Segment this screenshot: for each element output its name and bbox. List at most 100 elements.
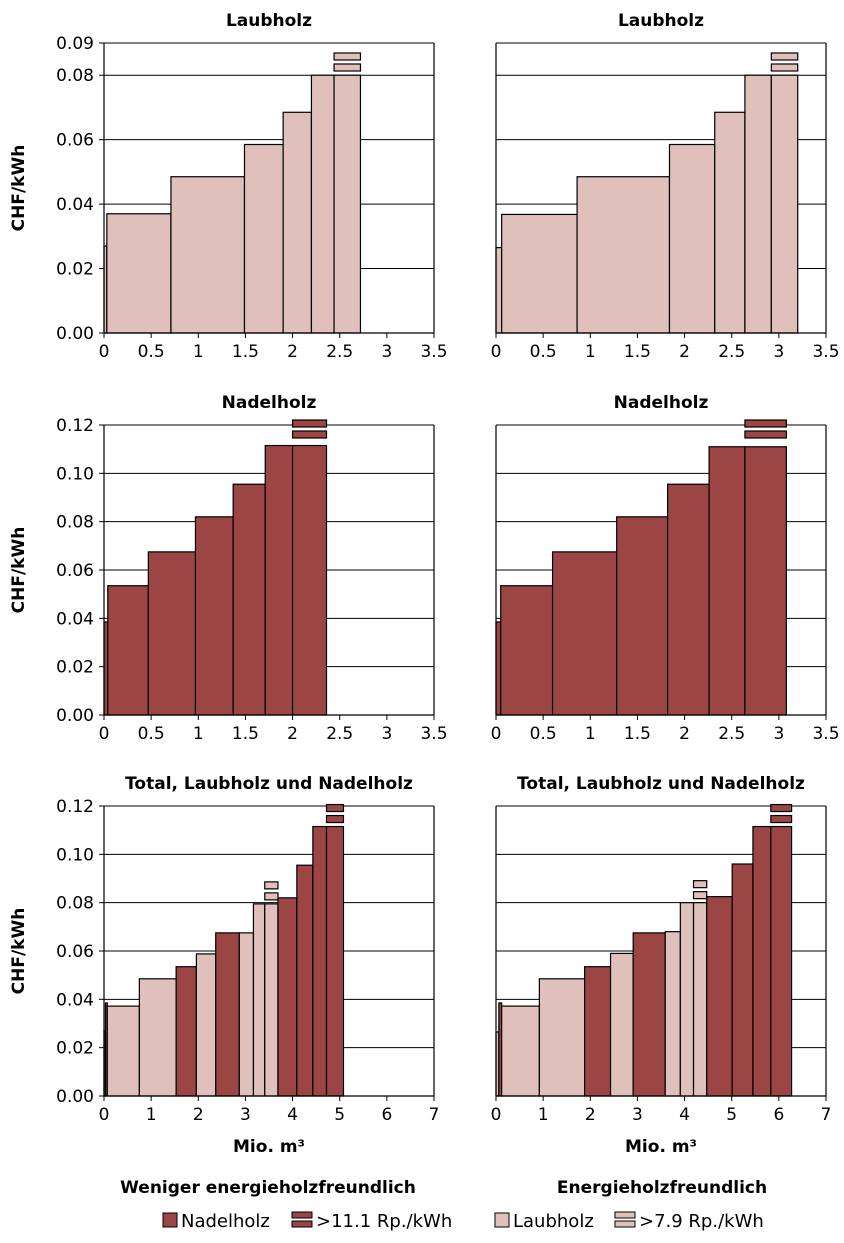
- chart-panel-3: 0 0.5 1 1.5 2 2.5 3 3.5 0.00 0.02 0.04 0.06 0.08 0.10…: [9, 393, 448, 744]
- legend-label: >7.9 Rp./kWh: [639, 1211, 764, 1232]
- chart-title: Total, Laubholz und Nadelholz: [517, 774, 805, 794]
- y-tick-label: 0.09: [56, 34, 94, 54]
- y-tick-label: 0.08: [56, 894, 94, 914]
- bar-laubholz: [252, 903, 266, 1097]
- x-tick-label: 1.5: [624, 342, 651, 362]
- extension-stripe: [744, 430, 788, 439]
- x-tick-label: 2.5: [718, 724, 745, 744]
- bar-laubholz: [679, 902, 695, 1097]
- x-tick-label: 5: [726, 1105, 737, 1125]
- legend-label: Laubholz: [513, 1211, 594, 1232]
- extension-stripe: [264, 881, 279, 890]
- bar-laubholz: [310, 74, 335, 334]
- extension-stripe: [333, 63, 362, 72]
- y-tick-label: 0.12: [56, 416, 94, 436]
- bar-laubholz: [106, 213, 172, 334]
- x-tick-label: 0: [99, 724, 110, 744]
- chart-title: Total, Laubholz und Nadelholz: [125, 774, 413, 794]
- legend-item: >11.1 Rp./kWh: [291, 1211, 452, 1232]
- extension-stripe: [744, 419, 788, 428]
- bar-nadelholz: [147, 551, 197, 716]
- chart-title: Laubholz: [226, 11, 312, 31]
- bar-laubholz: [195, 953, 217, 1097]
- x-tick-label: 2: [193, 1105, 204, 1125]
- x-tick-label: 7: [821, 1105, 832, 1125]
- legend-label: >11.1 Rp./kWh: [316, 1211, 452, 1232]
- x-tick-label: 0: [491, 1105, 502, 1125]
- extension-stripe: [325, 803, 345, 813]
- bar-laubholz: [495, 247, 503, 334]
- y-tick-label: 0.04: [56, 990, 94, 1010]
- legend-swatch: [162, 1212, 178, 1228]
- bar-nadelholz: [551, 551, 618, 716]
- x-tick-label: 7: [429, 1105, 440, 1125]
- bar-laubholz: [264, 903, 279, 1097]
- legend-swatch: [494, 1212, 510, 1228]
- y-tick-label: 0.02: [56, 1039, 94, 1059]
- bar-laubholz: [333, 74, 362, 334]
- bar-laubholz: [170, 176, 246, 334]
- bar-laubholz: [501, 1005, 540, 1097]
- bar-laubholz: [576, 176, 671, 334]
- x-tick-label: 4: [679, 1105, 690, 1125]
- x-tick-label: 1.5: [624, 724, 651, 744]
- bar-nadelholz: [312, 825, 328, 1097]
- x-tick-label: 2: [679, 724, 690, 744]
- x-tick-label: 4: [287, 1105, 298, 1125]
- bar-nadelholz: [291, 444, 328, 716]
- bar-nadelholz: [731, 863, 754, 1097]
- y-axis-label: CHF/kWh: [9, 527, 29, 614]
- bar-laubholz: [744, 74, 772, 334]
- y-tick-label: 0.00: [56, 706, 94, 726]
- x-tick-label: 2: [287, 724, 298, 744]
- column-caption-right: Energieholzfreundlich: [557, 1178, 767, 1198]
- y-axis-label: CHF/kWh: [9, 145, 29, 232]
- y-tick-label: 0.08: [56, 513, 94, 533]
- bar-nadelholz: [770, 825, 793, 1097]
- x-tick-label: 3.5: [812, 724, 839, 744]
- extension-stripe: [770, 52, 799, 61]
- x-axis-label: Mio. m³: [233, 1137, 305, 1157]
- x-tick-label: 0.5: [138, 724, 165, 744]
- bar-nadelholz: [616, 516, 669, 716]
- column-caption-left: Weniger energieholzfreundlich: [120, 1178, 416, 1198]
- bar-nadelholz: [175, 966, 197, 1097]
- chart-panel-2: 0 0.5 1 1.5 2 2.5 3 3.5 Laubholz: [491, 11, 840, 362]
- legend-item: Laubholz: [494, 1211, 594, 1232]
- extension-stripe: [291, 430, 328, 439]
- bar-nadelholz: [194, 516, 234, 716]
- chart-panel-4: 0 0.5 1 1.5 2 2.5 3 3.5 Nadelholz: [491, 393, 840, 744]
- bar-laubholz: [714, 111, 746, 334]
- bar-nadelholz: [500, 585, 554, 716]
- extension-stripe: [692, 891, 708, 900]
- chart-title: Nadelholz: [222, 393, 317, 413]
- legend-swatch-stripe: [614, 1220, 636, 1228]
- bar-nadelholz: [706, 896, 733, 1097]
- bar-laubholz: [668, 143, 716, 334]
- bar-laubholz: [282, 111, 313, 334]
- y-tick-label: 0.02: [56, 658, 94, 678]
- extension-stripe: [770, 803, 793, 813]
- y-tick-label: 0.06: [56, 131, 94, 151]
- x-tick-label: 2.5: [718, 342, 745, 362]
- extension-stripe: [325, 814, 345, 824]
- x-tick-label: 3.5: [812, 342, 839, 362]
- chart-panel-5: 0 1 2 3 4 5 6 7 0.00 0.02 0.04 0.06 0.08 0.10 0.12 Tota…: [9, 774, 439, 1157]
- bar-nadelholz: [107, 585, 149, 716]
- y-tick-label: 0.02: [56, 260, 94, 280]
- bar-laubholz: [501, 213, 578, 334]
- x-tick-label: 2.5: [326, 724, 353, 744]
- x-tick-label: 3.5: [420, 342, 447, 362]
- extension-stripe: [264, 892, 279, 901]
- x-tick-label: 1: [585, 724, 596, 744]
- legend-swatch-stripe: [614, 1211, 636, 1219]
- x-tick-label: 3: [773, 342, 784, 362]
- x-tick-label: 1: [585, 342, 596, 362]
- x-tick-label: 1: [193, 342, 204, 362]
- y-tick-label: 0.08: [56, 66, 94, 86]
- extension-stripe: [770, 63, 799, 72]
- y-tick-label: 0.10: [56, 845, 94, 865]
- bar-nadelholz: [296, 864, 314, 1097]
- extension-stripe: [291, 419, 328, 428]
